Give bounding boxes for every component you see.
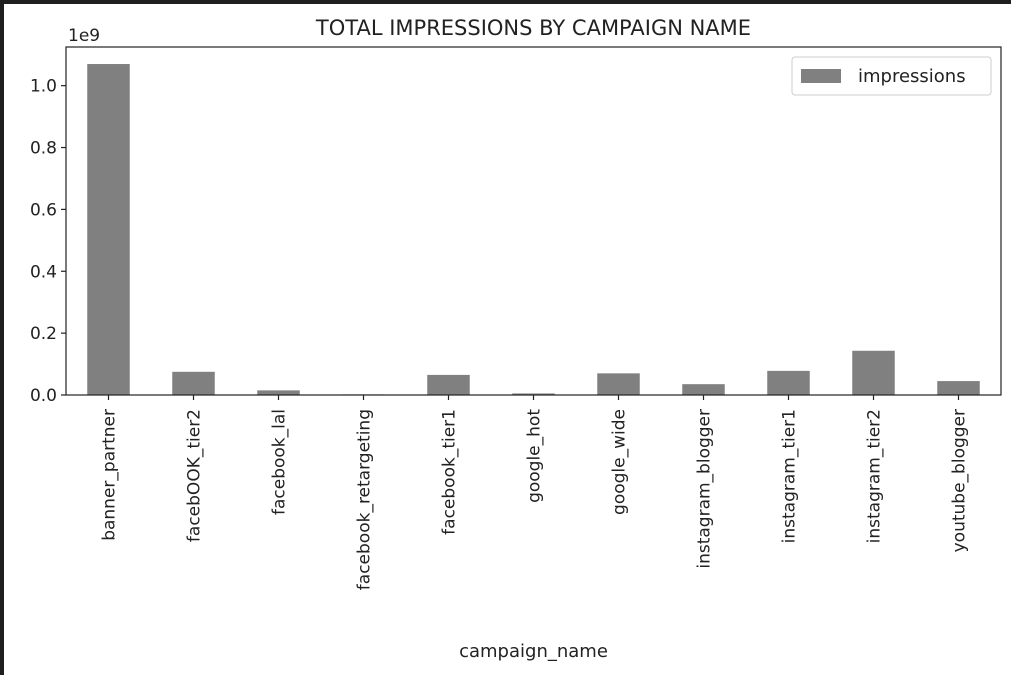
bars-group bbox=[87, 64, 980, 395]
x-tick-label: youtube_blogger bbox=[950, 409, 970, 552]
bar-instagram_tier1 bbox=[767, 370, 810, 395]
bar-facebook_tier1 bbox=[427, 374, 470, 395]
x-tick-label: banner_partner bbox=[100, 409, 120, 541]
x-tick-label: instagram_tier1 bbox=[780, 409, 800, 543]
y-axis-offset-label: 1e9 bbox=[68, 26, 100, 46]
x-tick-label: facebook_retargeting bbox=[355, 409, 375, 590]
legend-label: impressions bbox=[858, 66, 966, 87]
x-tick-label: instagram_tier2 bbox=[865, 409, 885, 543]
bar-facebOOK_tier2 bbox=[172, 371, 215, 395]
y-tick-label: 0.6 bbox=[30, 200, 57, 220]
bar-instagram_blogger bbox=[682, 384, 725, 395]
chart-title: TOTAL IMPRESSIONS BY CAMPAIGN NAME bbox=[315, 16, 751, 40]
y-tick-label: 0.0 bbox=[30, 386, 57, 406]
x-tick-label: google_hot bbox=[525, 409, 545, 503]
legend-box bbox=[791, 56, 992, 96]
y-tick-label: 1.0 bbox=[30, 77, 57, 97]
chart-frame: TOTAL IMPRESSIONS BY CAMPAIGN NAME 1e9 0… bbox=[4, 4, 1011, 675]
x-tick-label: facebook_lal bbox=[270, 409, 290, 515]
x-tick-label: facebook_tier1 bbox=[440, 409, 460, 535]
bar-banner_partner bbox=[87, 64, 130, 395]
x-axis-ticks: banner_partner facebOOK_tier2 facebook_lal… bbox=[100, 395, 970, 590]
y-tick-label: 0.2 bbox=[30, 324, 57, 344]
bar-google_hot bbox=[512, 393, 555, 395]
x-tick-label: instagram_blogger bbox=[695, 409, 715, 569]
bar-instagram_tier2 bbox=[852, 350, 895, 395]
x-axis-label: campaign_name bbox=[459, 641, 608, 662]
x-tick-label: google_wide bbox=[610, 409, 630, 515]
y-tick-label: 0.8 bbox=[30, 139, 57, 159]
bar-chart: TOTAL IMPRESSIONS BY CAMPAIGN NAME 1e9 0… bbox=[30, 16, 1002, 662]
plot-area-border bbox=[65, 46, 1002, 396]
bar-facebook_lal bbox=[257, 390, 300, 395]
legend: impressions bbox=[791, 56, 992, 96]
x-tick-label: facebOOK_tier2 bbox=[185, 409, 205, 542]
y-tick-label: 0.4 bbox=[30, 262, 57, 282]
bar-google_wide bbox=[597, 373, 640, 395]
y-axis-ticks: 0.0 0.2 0.4 0.6 0.8 1.0 bbox=[30, 77, 66, 406]
legend-swatch bbox=[801, 69, 841, 83]
bar-youtube_blogger bbox=[937, 381, 980, 395]
